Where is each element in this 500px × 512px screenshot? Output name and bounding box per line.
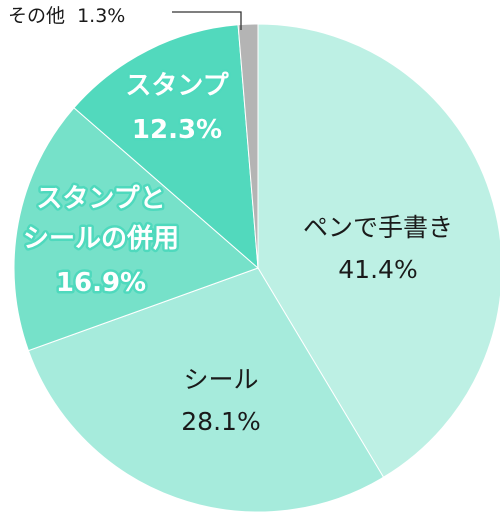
pie-slices xyxy=(13,23,500,512)
slice-label-pen-value: 41.4% xyxy=(338,255,417,284)
slice-label-sticker-value: 28.1% xyxy=(181,407,260,436)
slice-label-sticker: シール 28.1% xyxy=(181,365,260,436)
slice-label-combined-line2: シールの併用 xyxy=(23,223,179,254)
slice-label-other-text: その他 1.3% xyxy=(8,5,125,27)
slice-label-pen: ペンで手書き 41.4% xyxy=(303,213,453,284)
pie-slice-other xyxy=(237,23,259,269)
slice-label-other-name: その他 xyxy=(8,5,65,27)
slice-label-other-value: 1.3% xyxy=(77,5,125,27)
slice-label-stamp-name: スタンプ xyxy=(125,71,229,101)
pie-slice-stamp xyxy=(73,24,259,270)
slice-label-stamp: スタンプ 12.3% xyxy=(123,69,232,148)
slice-label-pen-name: ペンで手書き xyxy=(303,213,453,242)
pie-slice-sticker xyxy=(27,267,385,512)
pie-slice-pen xyxy=(257,23,500,478)
slice-label-sticker-name: シール xyxy=(183,365,258,394)
slice-label-combined-value: 16.9% xyxy=(56,268,146,298)
slice-label-combined-line1: スタンプと xyxy=(36,184,165,214)
pie-slice-combined xyxy=(13,107,259,352)
slice-label-stamp-value: 12.3% xyxy=(132,115,222,145)
slice-label-other: その他 1.3% xyxy=(8,5,125,27)
slice-label-combined: スタンプと シールの併用 16.9% xyxy=(20,182,181,301)
leader-line-other xyxy=(172,11,242,30)
